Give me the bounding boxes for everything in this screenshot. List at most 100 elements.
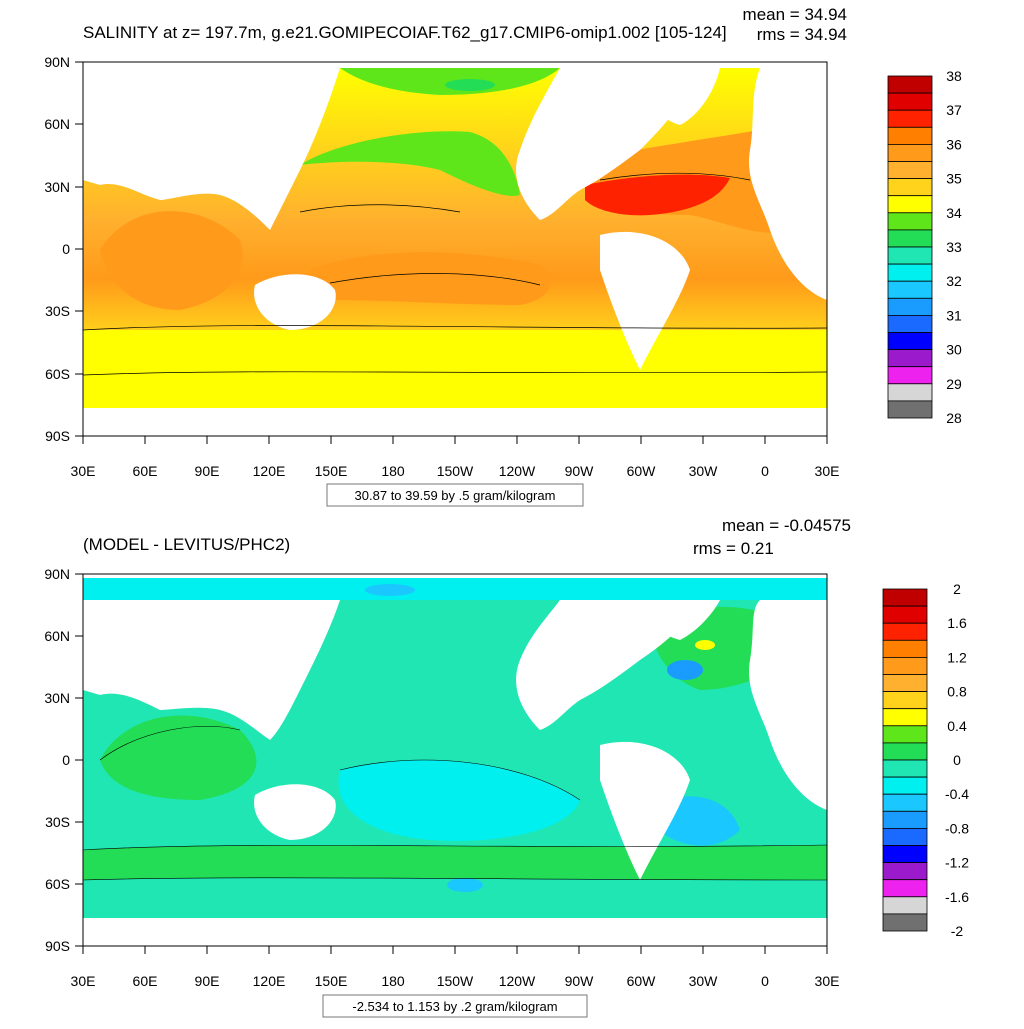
bottom-colorbar-label: -2	[951, 923, 964, 939]
bottom-colorbar-swatch	[882, 622, 928, 641]
top-colorbar-swatch	[887, 92, 933, 111]
top-colorbar-swatch	[887, 297, 933, 316]
bottom-x-tick: 60W	[627, 973, 657, 989]
top-y-tick: 90S	[45, 428, 70, 444]
bottom-colorbar-swatch	[882, 810, 928, 829]
top-y-tick: 0	[62, 241, 70, 257]
bottom-colorbar-label: -0.8	[945, 820, 969, 836]
bottom-x-tick-lines	[82, 946, 828, 954]
top-panel: SALINITY at z= 197.7m, g.e21.GOMIPECOIAF…	[44, 5, 962, 507]
bottom-x-tick: 30W	[689, 973, 719, 989]
bottom-indian-green	[100, 715, 257, 800]
bottom-x-tick: 90E	[195, 973, 220, 989]
top-y-tick: 30N	[44, 179, 70, 195]
top-x-tick: 60E	[133, 463, 158, 479]
bottom-southern-green	[83, 845, 827, 880]
bottom-colorbar-swatch	[882, 759, 928, 778]
top-x-tick: 60W	[627, 463, 657, 479]
bottom-contour-info: -2.534 to 1.153 by .2 gram/kilogram	[352, 999, 557, 1014]
top-colorbar: 38 37 36 35 34 33 32 31 30 29 28	[887, 68, 962, 426]
top-x-tick: 30W	[689, 463, 719, 479]
top-title: SALINITY at z= 197.7m, g.e21.GOMIPECOIAF…	[83, 23, 727, 42]
top-colorbar-label: 38	[946, 68, 962, 84]
top-colorbar-swatch	[887, 195, 933, 214]
bottom-x-tick: 0	[761, 973, 769, 989]
bottom-x-tick: 90W	[565, 973, 595, 989]
top-y-tick: 90N	[44, 54, 70, 70]
top-colorbar-label: 37	[946, 102, 962, 118]
bottom-colorbar-swatch	[882, 845, 928, 864]
bottom-gulf-stream-blue	[667, 660, 703, 680]
top-colorbar-swatch	[887, 178, 933, 197]
top-map	[83, 62, 827, 436]
bottom-land	[83, 574, 827, 946]
bottom-x-tick: 120E	[253, 973, 286, 989]
bottom-colorbar-label: 1.2	[947, 649, 967, 665]
bottom-y-tick: 60N	[44, 628, 70, 644]
bottom-colorbar-label: 0	[953, 752, 961, 768]
bottom-y-tick: 60S	[45, 876, 70, 892]
bottom-colorbar-swatch	[882, 776, 928, 795]
bottom-contour-info-box	[322, 994, 588, 1018]
top-x-tick-lines	[82, 436, 828, 444]
bottom-title: (MODEL - LEVITUS/PHC2)	[83, 535, 290, 554]
top-colorbar-label: 32	[946, 273, 962, 289]
top-colorbar-swatch	[887, 161, 933, 180]
top-colorbar-label: 28	[946, 410, 962, 426]
top-contours	[83, 172, 827, 376]
top-colorbar-swatch	[887, 229, 933, 248]
bottom-x-tick: 150E	[315, 973, 348, 989]
bottom-colorbar-swatch	[882, 742, 928, 761]
top-x-tick: 30E	[815, 463, 840, 479]
bottom-colorbar-swatch	[882, 828, 928, 846]
bottom-colorbar-swatch	[882, 605, 928, 624]
bottom-y-tick: 30S	[45, 814, 70, 830]
bottom-colorbar-swatch	[882, 691, 928, 710]
bottom-y-tick: 30N	[44, 690, 70, 706]
top-x-tick: 120E	[253, 463, 286, 479]
bottom-south-pacific-cyan	[338, 760, 580, 841]
bottom-colorbar-swatch	[882, 793, 928, 812]
bottom-map	[83, 574, 827, 946]
top-colorbar-label: 31	[946, 307, 962, 323]
bottom-colorbar-label: -0.4	[945, 786, 969, 802]
bottom-x-tick: 30E	[815, 973, 840, 989]
bottom-rms-label: rms = 0.21	[693, 539, 774, 558]
top-x-tick: 90E	[195, 463, 220, 479]
top-southern-ocean	[83, 330, 827, 408]
top-rms-label: rms = 34.94	[757, 25, 847, 44]
bottom-colorbar-swatch	[882, 913, 928, 932]
top-colorbar-swatch	[887, 314, 933, 333]
bottom-colorbar-label: 2	[953, 581, 961, 597]
top-x-axis: 30E 60E 90E 120E 150E 180 150W 120W 90W …	[71, 463, 840, 479]
top-colorbar-label: 29	[946, 376, 962, 392]
top-colorbar-swatch	[887, 400, 933, 419]
top-contour-info-box	[326, 483, 584, 507]
top-colorbar-label: 30	[946, 342, 962, 358]
top-indian-ocean	[100, 211, 243, 310]
top-colorbar-swatch	[887, 383, 933, 402]
bottom-yellow-patch	[695, 640, 715, 650]
top-colorbar-label: 36	[946, 136, 962, 152]
top-land	[83, 62, 827, 436]
top-x-tick: 150W	[437, 463, 474, 479]
bottom-mean-label: mean = -0.04575	[722, 516, 851, 535]
bottom-colorbar-swatch	[882, 708, 928, 727]
bottom-panel: (MODEL - LEVITUS/PHC2) mean = -0.04575 r…	[44, 516, 969, 1018]
top-x-tick: 150E	[315, 463, 348, 479]
top-colorbar-label: 35	[946, 171, 962, 187]
bottom-x-tick: 150W	[437, 973, 474, 989]
bottom-south-atlantic-blue	[660, 796, 740, 846]
top-x-tick: 0	[761, 463, 769, 479]
top-arctic-cyan	[445, 79, 495, 91]
top-x-tick: 90W	[565, 463, 595, 479]
bottom-colorbar-swatch	[882, 657, 928, 675]
bottom-colorbar-label: 1.6	[947, 615, 967, 631]
bottom-colorbar-label: 0.4	[947, 718, 967, 734]
top-colorbar-swatch	[887, 212, 933, 231]
top-colorbar-swatch	[887, 75, 933, 94]
top-colorbar-swatch	[887, 349, 933, 368]
top-south-pacific-orange	[306, 252, 551, 305]
top-colorbar-swatch	[887, 366, 933, 385]
top-north-pacific-green	[300, 131, 520, 196]
